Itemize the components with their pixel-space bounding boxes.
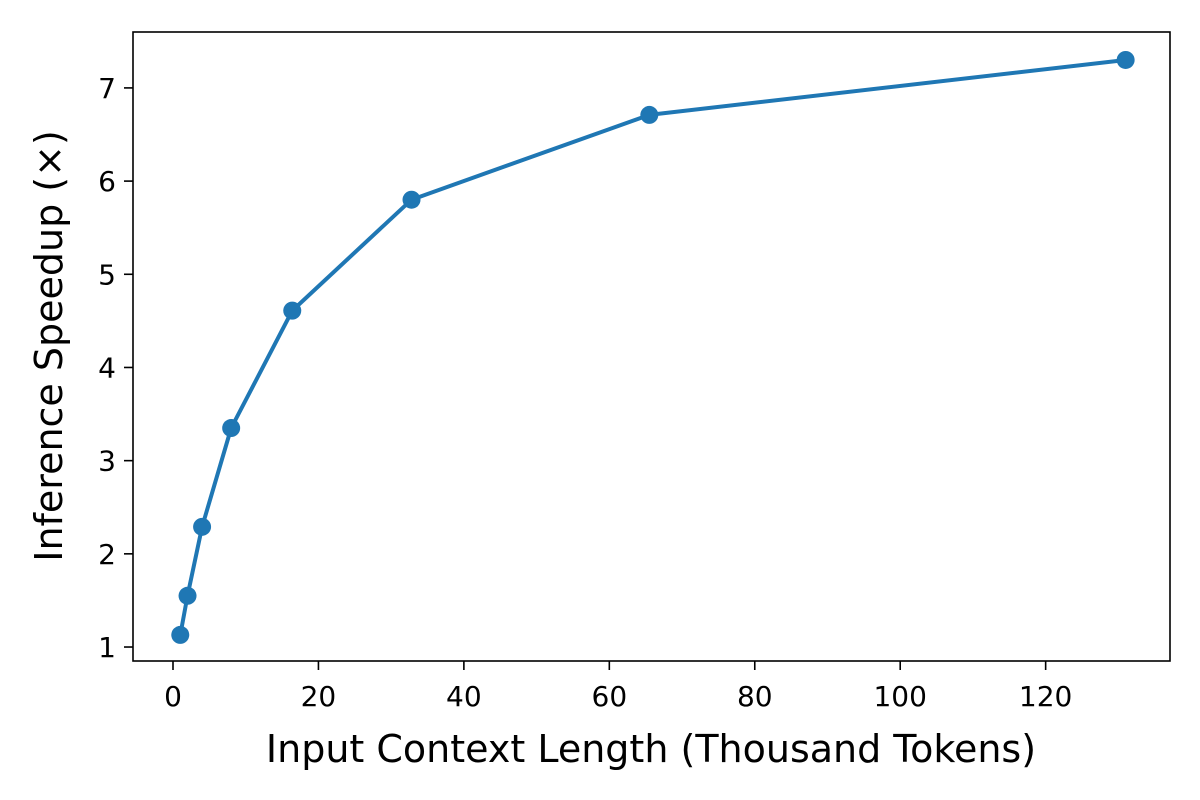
x-tick-label: 0 [164, 680, 182, 713]
x-tick-label: 120 [1019, 680, 1072, 713]
y-tick-label: 5 [98, 258, 116, 291]
x-tick-label: 40 [446, 680, 482, 713]
y-tick-label: 4 [98, 351, 116, 384]
y-tick-label: 6 [98, 165, 116, 198]
series-line [178, 58, 1126, 636]
x-tick-label: 20 [301, 680, 337, 713]
data-point [640, 105, 659, 124]
y-axis-title: Inference Speedup (×) [27, 130, 71, 562]
y-tick-label: 2 [98, 538, 116, 571]
x-tick-label: 60 [592, 680, 628, 713]
data-point [178, 586, 197, 605]
data-point [402, 190, 421, 209]
data-point [283, 301, 302, 320]
data-point [193, 517, 212, 536]
x-tick-label: 100 [873, 680, 926, 713]
x-axis: 0 20 40 60 80 100 120 [164, 661, 1072, 713]
x-tick-label: 80 [737, 680, 773, 713]
plot-area [132, 31, 1171, 662]
y-axis: 1 2 3 4 5 6 7 [98, 72, 133, 664]
y-tick-label: 3 [98, 445, 116, 478]
data-point [1116, 50, 1135, 69]
data-point [222, 419, 241, 438]
y-tick-label: 1 [98, 631, 116, 664]
series-layer [171, 50, 1135, 644]
data-point [171, 625, 190, 644]
x-axis-title: Input Context Length (Thousand Tokens) [266, 727, 1036, 771]
y-tick-label: 7 [98, 72, 116, 105]
